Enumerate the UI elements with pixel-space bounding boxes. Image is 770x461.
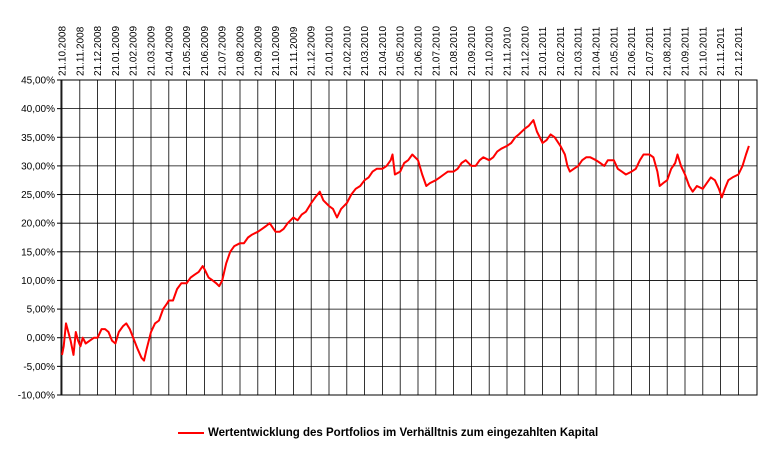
x-tick-label: 21.12.2008: [93, 26, 104, 76]
x-tick-label: 21.01.2010: [325, 26, 336, 76]
x-tick-label: 21.05.2010: [396, 26, 407, 76]
y-tick-label: 20,00%: [21, 219, 55, 230]
x-axis-tick-labels: 21.10.2008 21.11.2008 21.12.2008 21.01.2009…: [58, 26, 745, 76]
y-tick-label: -5,00%: [23, 362, 55, 373]
y-tick-label: -10,00%: [18, 391, 55, 402]
x-tick-label: 21.08.2009: [236, 26, 247, 76]
y-tick-label: 15,00%: [21, 247, 55, 258]
x-tick-label: 21.04.2010: [378, 26, 389, 76]
horizontal-gridlines: [57, 79, 757, 396]
x-tick-label: 21.11.2009: [289, 26, 300, 76]
x-tick-label: 21.07.2010: [431, 26, 442, 76]
y-tick-label: 35,00%: [21, 133, 55, 144]
x-tick-label: 21.11.2010: [503, 26, 514, 76]
x-tick-label: 21.10.2008: [58, 26, 69, 76]
x-tick-label: 21.09.2009: [253, 26, 264, 76]
x-tick-label: 21.03.2011: [574, 26, 585, 76]
x-tick-label: 21.01.2009: [111, 26, 122, 76]
x-tick-label: 21.12.2011: [734, 26, 745, 76]
x-tick-label: 21.07.2011: [645, 26, 656, 76]
x-tick-label: 21.01.2011: [538, 26, 549, 76]
x-tick-label: 21.11.2008: [75, 26, 86, 76]
x-tick-label: 21.06.2011: [627, 26, 638, 76]
y-tick-label: 25,00%: [21, 190, 55, 201]
y-tick-label: 0,00%: [27, 333, 55, 344]
chart-legend: Wertentwicklung des Portfolios im Verhäl…: [178, 424, 598, 442]
x-tick-label: 21.08.2011: [663, 26, 674, 76]
x-tick-label: 21.12.2009: [307, 26, 318, 76]
x-tick-label: 21.12.2010: [520, 26, 531, 76]
x-tick-label: 21.02.2011: [556, 26, 567, 76]
x-tick-label: 21.04.2011: [592, 26, 603, 76]
plot-area-frame: [60, 79, 758, 396]
series-line: [61, 119, 750, 362]
vertical-gridlines: [61, 80, 739, 395]
x-tick-label: 21.05.2009: [182, 26, 193, 76]
x-tick-label: 21.10.2011: [698, 26, 709, 76]
x-tick-label: 21.10.2009: [271, 26, 282, 76]
y-tick-label: 5,00%: [27, 305, 55, 316]
y-axis-tick-labels: -10,00% -5,00% 0,00% 5,00% 10,00% 15,00% 20,00…: [18, 76, 55, 402]
x-tick-label: 21.05.2011: [609, 26, 620, 76]
x-tick-label: 21.08.2010: [449, 26, 460, 76]
x-tick-label: 21.09.2010: [467, 26, 478, 76]
x-tick-label: 21.03.2009: [147, 26, 158, 76]
y-tick-label: 30,00%: [21, 161, 55, 172]
x-tick-label: 21.06.2010: [414, 26, 425, 76]
y-tick-label: 45,00%: [21, 76, 55, 87]
y-tick-label: 10,00%: [21, 276, 55, 287]
x-tick-label: 21.06.2009: [200, 26, 211, 76]
y-tick-label: 40,00%: [21, 104, 55, 115]
legend-line-swatch: [178, 432, 204, 434]
x-tick-label: 21.07.2009: [218, 26, 229, 76]
x-tick-label: 21.02.2010: [342, 26, 353, 76]
x-tick-label: 21.03.2010: [360, 26, 371, 76]
x-tick-label: 21.04.2009: [164, 26, 175, 76]
x-tick-label: 21.02.2009: [129, 26, 140, 76]
legend-label: Wertentwicklung des Portfolios im Verhäl…: [208, 427, 599, 439]
x-tick-label: 21.09.2011: [681, 26, 692, 76]
x-tick-label: 21.10.2010: [485, 26, 496, 76]
x-tick-label: 21.11.2011: [716, 27, 727, 76]
series-layer: [61, 119, 750, 362]
